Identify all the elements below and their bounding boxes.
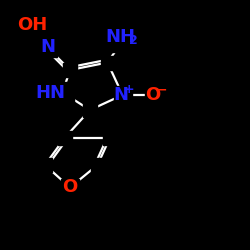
Text: O: O: [62, 178, 78, 196]
Text: NH: NH: [106, 28, 136, 46]
Text: +: +: [124, 83, 134, 96]
Text: −: −: [157, 83, 167, 96]
Text: HN: HN: [35, 84, 65, 102]
Text: OH: OH: [18, 16, 48, 34]
Text: 2: 2: [128, 34, 138, 47]
Text: O: O: [146, 86, 160, 104]
Text: N: N: [113, 86, 128, 104]
Text: N: N: [40, 38, 55, 56]
